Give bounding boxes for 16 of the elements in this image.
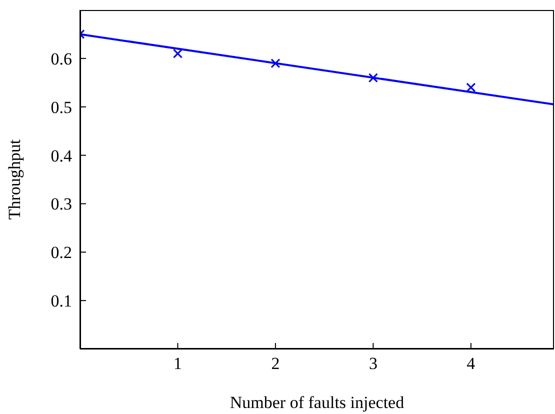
point: [270, 58, 280, 68]
x-tick-label: 2: [271, 354, 280, 374]
y-tick-label: 0.6: [50, 49, 72, 68]
x-axis-title: Number of faults injected: [230, 393, 405, 412]
x-tick-label: 3: [368, 354, 378, 374]
point: [368, 73, 378, 83]
y-tick-label: 0.1: [50, 292, 72, 311]
point: [466, 82, 476, 92]
x-tick-label: 1: [173, 354, 182, 374]
point: [172, 48, 183, 58]
y-tick-label: 0.5: [50, 98, 72, 117]
y-tick-label: 0.4: [50, 146, 72, 166]
y-axis-title: Throughput: [5, 139, 24, 220]
x-tick-label: 4: [466, 354, 476, 374]
y-tick-label: 0.3: [50, 194, 72, 214]
y-tick-label: 0.2: [50, 243, 72, 262]
